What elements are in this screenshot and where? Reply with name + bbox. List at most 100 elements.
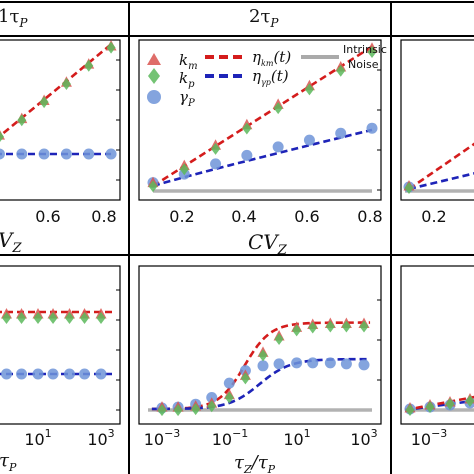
legend: km kp γP ηkm(t) ηγp(t) Intrinsic Noise bbox=[147, 43, 387, 109]
kp-point bbox=[179, 163, 189, 176]
gp-point bbox=[38, 148, 50, 160]
panel-frame-bm bbox=[138, 265, 382, 425]
gp-point bbox=[210, 158, 222, 170]
kp-point bbox=[39, 96, 49, 109]
tick-top-mid-0: 0.2 bbox=[169, 207, 194, 226]
kp-point bbox=[207, 400, 217, 413]
kp-point bbox=[405, 404, 415, 416]
kp-point bbox=[359, 320, 369, 333]
kp-point bbox=[224, 391, 234, 404]
gp-point bbox=[105, 148, 117, 160]
xlabel-tau-middle: τZ/τP bbox=[234, 452, 276, 474]
kp-point bbox=[465, 395, 474, 407]
kp-point bbox=[157, 404, 167, 417]
tick-bot-mid-3: 103 bbox=[350, 427, 377, 449]
col-header-left: 1τP bbox=[0, 6, 28, 30]
gp-point bbox=[273, 358, 285, 370]
gp-point bbox=[272, 141, 284, 153]
tick-top-left-0: 0.6 bbox=[35, 207, 60, 226]
legend-eta-gp-label: ηγp(t) bbox=[252, 67, 289, 87]
kp-point bbox=[445, 398, 455, 410]
panel-frames bbox=[0, 39, 474, 425]
chart-marks bbox=[0, 40, 474, 417]
tick-top-left-1: 0.8 bbox=[91, 207, 116, 226]
kp-point bbox=[325, 320, 335, 333]
kp-point bbox=[273, 102, 283, 115]
kp-point bbox=[211, 142, 221, 155]
eta-gp-line bbox=[408, 172, 474, 191]
kp-point bbox=[242, 122, 252, 135]
gp-point bbox=[291, 357, 303, 369]
kp-point bbox=[17, 312, 27, 324]
kp-point bbox=[274, 333, 284, 346]
gp-point bbox=[307, 357, 319, 369]
kp-point bbox=[96, 312, 106, 324]
tick-bot-right-0: 10−3 bbox=[411, 427, 448, 449]
kp-point bbox=[304, 83, 314, 96]
kp-point bbox=[404, 182, 414, 194]
legend-eta-km-label: ηkm(t) bbox=[252, 48, 291, 68]
tick-bot-mid-1: 10−1 bbox=[212, 427, 249, 449]
gp-point bbox=[241, 149, 253, 161]
kp-point bbox=[425, 401, 435, 413]
xlabel-cv-left: VZ bbox=[0, 228, 22, 256]
tick-bot-left-1: 103 bbox=[87, 427, 114, 449]
gp-point bbox=[366, 122, 378, 134]
gp-point bbox=[303, 134, 315, 146]
kp-point bbox=[48, 312, 58, 324]
tick-top-mid-1: 0.4 bbox=[231, 207, 256, 226]
panel-frame-tm bbox=[138, 39, 382, 201]
legend-gp-marker bbox=[147, 90, 161, 104]
legend-intrinsic-label-2: Noise bbox=[348, 58, 379, 71]
kp-point bbox=[61, 77, 71, 90]
legend-kp-label: kp bbox=[179, 69, 195, 90]
legend-gp-label: γP bbox=[179, 88, 195, 109]
gp-point bbox=[358, 359, 370, 371]
kp-point bbox=[148, 180, 158, 193]
kp-point bbox=[240, 372, 250, 385]
tick-labels: 0.6 0.8 0.2 0.4 0.6 0.8 0.2 101 103 10−3… bbox=[24, 207, 447, 449]
panel-frame-br bbox=[400, 265, 474, 425]
tick-bot-mid-2: 101 bbox=[283, 427, 310, 449]
kp-point bbox=[173, 404, 183, 417]
gp-point bbox=[16, 148, 28, 160]
gp-point bbox=[60, 148, 72, 160]
tick-top-mid-3: 0.8 bbox=[357, 207, 382, 226]
gp-point bbox=[32, 368, 44, 380]
legend-km-marker bbox=[147, 53, 161, 65]
kp-point bbox=[341, 320, 351, 333]
tick-bot-mid-0: 10−3 bbox=[144, 427, 181, 449]
eta-km-line bbox=[404, 395, 474, 412]
kp-point bbox=[367, 46, 377, 58]
kp-point bbox=[17, 114, 27, 127]
kp-point bbox=[258, 349, 268, 362]
gp-point bbox=[340, 358, 352, 370]
eta-km-line bbox=[408, 142, 474, 191]
eta-km-line bbox=[0, 43, 112, 138]
tick-top-right-0: 0.2 bbox=[421, 207, 446, 226]
tick-bot-left-0: 101 bbox=[24, 427, 51, 449]
kp-point bbox=[191, 403, 201, 416]
gp-point bbox=[95, 368, 107, 380]
kp-point bbox=[292, 324, 302, 337]
eta-gp-line bbox=[151, 357, 371, 411]
xlabel-tau-left: τP bbox=[0, 450, 17, 474]
kp-point bbox=[0, 131, 4, 143]
kp-point bbox=[2, 312, 11, 324]
legend-kp-marker bbox=[148, 68, 160, 84]
gp-point bbox=[257, 360, 269, 372]
gp-point bbox=[324, 357, 336, 369]
gp-point bbox=[83, 148, 95, 160]
kp-point bbox=[65, 312, 74, 324]
gp-point bbox=[47, 368, 59, 380]
kp-point bbox=[336, 64, 346, 77]
tick-top-mid-2: 0.6 bbox=[294, 207, 319, 226]
gp-point bbox=[64, 368, 75, 380]
kp-point bbox=[33, 312, 43, 324]
panel-frame-tr bbox=[400, 39, 474, 201]
gp-point bbox=[0, 148, 5, 160]
xlabel-cv-middle: CVZ bbox=[248, 230, 288, 258]
gp-point bbox=[335, 127, 347, 139]
legend-km-label: km bbox=[179, 51, 198, 72]
